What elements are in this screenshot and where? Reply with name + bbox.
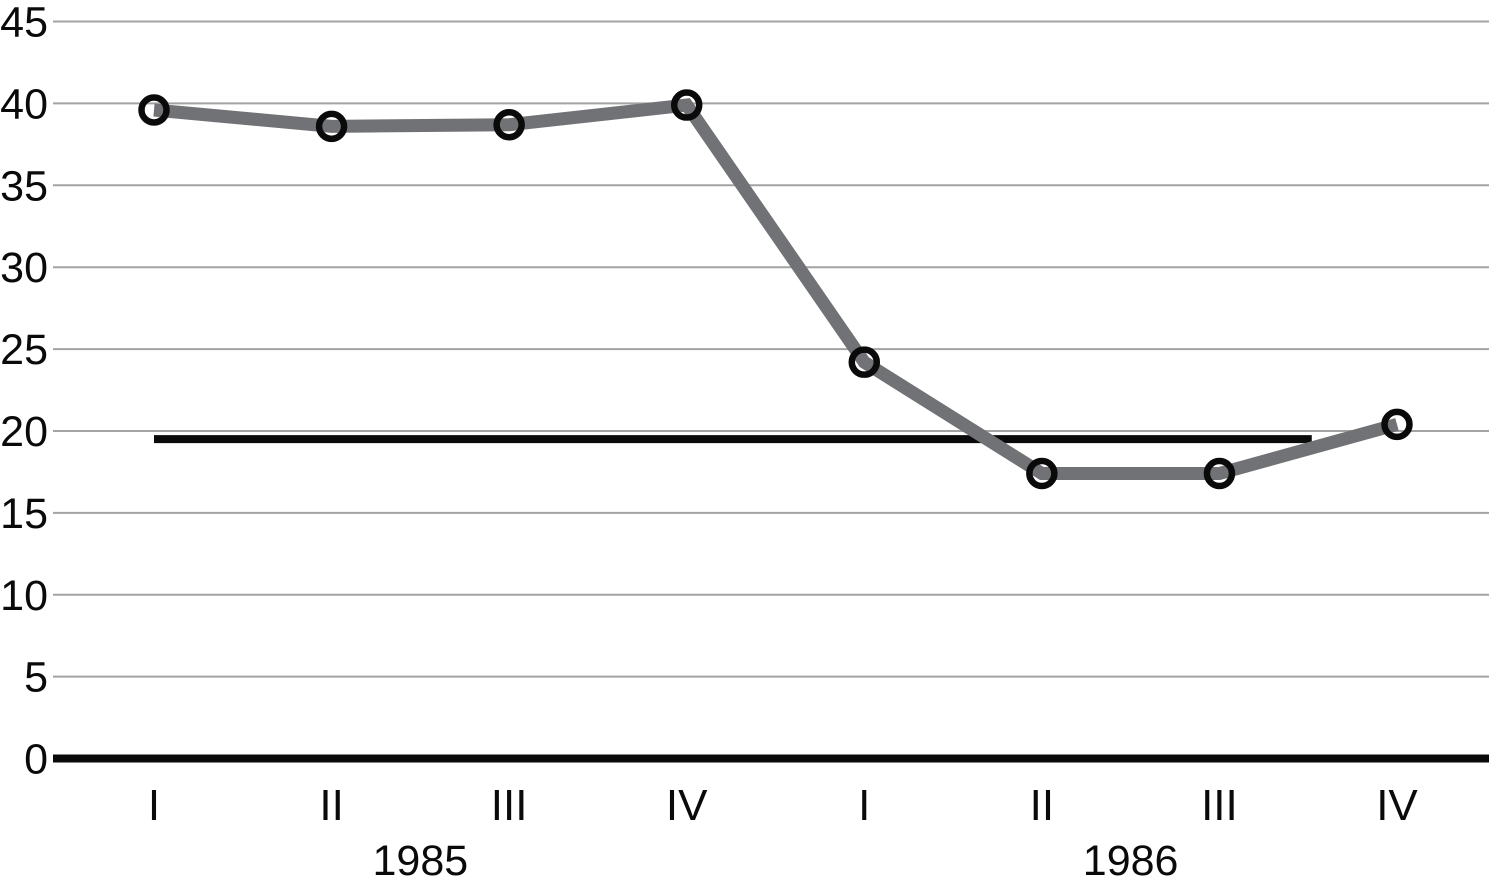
data-point-marker: [493, 108, 525, 141]
x-axis-tick-label: II: [1030, 781, 1054, 830]
y-axis-tick-label: 45: [0, 0, 48, 47]
y-axis-tick-label: 0: [24, 736, 48, 784]
data-point-marker: [1203, 457, 1236, 490]
x-axis-tick-label: I: [148, 781, 160, 830]
data-point-marker: [1381, 408, 1413, 441]
y-axis-tick-label: 30: [0, 244, 48, 292]
year-label: 1985: [373, 837, 469, 885]
x-axis-tick-label: III: [1201, 781, 1238, 830]
y-axis-tick-label: 25: [0, 326, 48, 374]
x-axis-tick-label: II: [319, 781, 343, 830]
x-axis-tick-label: IV: [1376, 781, 1418, 830]
y-axis-tick-label: 35: [0, 162, 48, 210]
data-point-marker: [848, 346, 881, 378]
data-point-marker: [670, 89, 703, 121]
y-axis-tick-label: 15: [0, 490, 48, 538]
x-axis-tick-label: III: [491, 781, 528, 830]
data-point-marker: [315, 110, 348, 143]
x-axis-tick-label: I: [858, 781, 870, 830]
data-point-marker: [138, 94, 170, 126]
year-label: 1986: [1083, 837, 1179, 885]
data-point-marker: [1026, 457, 1058, 490]
y-axis-tick-label: 20: [0, 408, 48, 456]
y-axis-tick-label: 10: [0, 572, 48, 620]
y-axis-tick-label: 40: [0, 80, 48, 128]
y-axis-tick-label: 5: [24, 654, 48, 702]
x-axis-tick-label: IV: [666, 781, 708, 830]
data-line: [153, 98, 1399, 481]
